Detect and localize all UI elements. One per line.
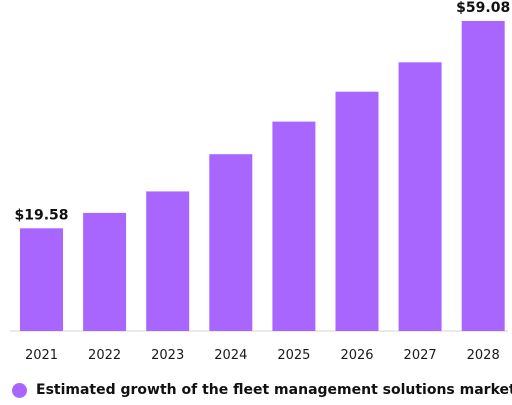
bar-2022 bbox=[83, 212, 127, 331]
x-tick-label-2021: 2021 bbox=[25, 348, 58, 363]
x-tick-label-2024: 2024 bbox=[214, 348, 247, 363]
bar-2023 bbox=[146, 191, 190, 331]
x-tick-label-2022: 2022 bbox=[88, 348, 121, 363]
legend-marker bbox=[12, 382, 27, 398]
x-tick-label-2023: 2023 bbox=[151, 348, 184, 363]
data-label-2021: $19.58 bbox=[14, 207, 68, 223]
x-tick-label-2027: 2027 bbox=[404, 348, 437, 363]
x-tick-label-2026: 2026 bbox=[340, 348, 373, 363]
x-tick-label-2028: 2028 bbox=[467, 348, 500, 363]
bar-2025 bbox=[272, 121, 316, 331]
bar-2024 bbox=[209, 154, 253, 331]
bar-2028 bbox=[461, 21, 505, 331]
bars-group bbox=[20, 21, 505, 332]
bar-2027 bbox=[398, 62, 442, 332]
legend: Estimated growth of the fleet management… bbox=[12, 382, 512, 398]
data-labels-group: $19.58 $59.08 bbox=[14, 0, 510, 223]
legend-label: Estimated growth of the fleet management… bbox=[36, 382, 512, 398]
x-tick-labels-group: 2021 2022 2023 2024 2025 2026 2027 2028 bbox=[25, 348, 500, 363]
data-label-2028: $59.08 bbox=[456, 0, 510, 16]
x-tick-label-2025: 2025 bbox=[277, 348, 310, 363]
bar-2021 bbox=[20, 228, 63, 331]
bar-2026 bbox=[335, 91, 379, 331]
